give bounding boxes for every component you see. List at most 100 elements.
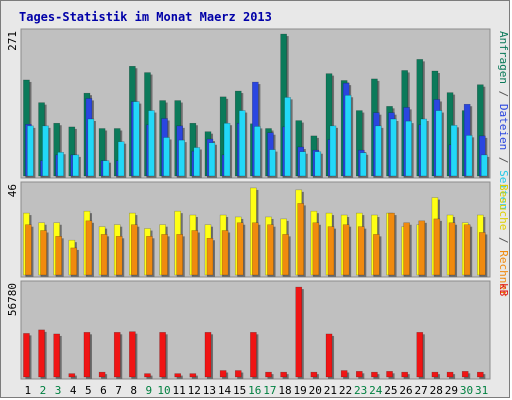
bar-top-seiten-day-25 bbox=[390, 118, 397, 177]
x-tick-label-day-13: 13 bbox=[203, 384, 216, 397]
bar-bottom-kb-day-3 bbox=[53, 333, 60, 378]
bar-bottom-kb-day-22 bbox=[340, 370, 348, 378]
x-tick-label-day-21: 21 bbox=[324, 384, 337, 397]
bar-bottom-kb-day-29 bbox=[446, 371, 454, 378]
x-tick-label-day-2: 2 bbox=[40, 384, 47, 397]
bar-bottom-kb-day-17 bbox=[265, 371, 272, 378]
bar-top-seiten-day-30 bbox=[465, 135, 473, 177]
bar-top-seiten-day-29 bbox=[450, 125, 458, 177]
bar-top-seiten-day-26 bbox=[405, 120, 412, 177]
bar-middle-rechner-day-18 bbox=[282, 234, 289, 276]
x-tick-label-day-7: 7 bbox=[115, 384, 122, 397]
x-tick-label-day-3: 3 bbox=[55, 384, 62, 397]
bar-middle-rechner-day-27 bbox=[418, 220, 426, 276]
x-tick-label-day-24: 24 bbox=[369, 384, 383, 397]
bar-top-seiten-day-12 bbox=[193, 147, 201, 177]
bar-top-seiten-day-16 bbox=[254, 126, 261, 177]
bar-bottom-kb-day-19 bbox=[295, 286, 303, 378]
x-tick-label-day-6: 6 bbox=[100, 384, 107, 397]
bar-bottom-kb-day-1 bbox=[23, 333, 30, 378]
bar-bottom-kb-day-27 bbox=[416, 332, 424, 378]
bar-middle-rechner-day-31 bbox=[479, 232, 486, 276]
bar-top-seiten-day-14 bbox=[223, 122, 231, 177]
bar-middle-rechner-day-9 bbox=[146, 236, 153, 276]
x-tick-label-day-9: 9 bbox=[146, 384, 153, 397]
bar-bottom-kb-day-23 bbox=[356, 371, 363, 378]
bar-top-seiten-day-2 bbox=[42, 125, 49, 177]
bar-top-seiten-day-23 bbox=[359, 152, 367, 177]
bar-bottom-kb-day-31 bbox=[477, 371, 484, 378]
x-tick-label-day-28: 28 bbox=[430, 384, 443, 397]
bar-top-seiten-day-15 bbox=[238, 110, 246, 177]
panel-top-legend: Anfragen / Dateien / Seiten bbox=[497, 31, 510, 210]
bar-middle-rechner-day-17 bbox=[267, 224, 274, 276]
bar-middle-rechner-day-25 bbox=[388, 212, 395, 276]
bar-top-seiten-day-27 bbox=[420, 118, 428, 177]
bar-shadow-bottom-kb-day-11 bbox=[176, 375, 183, 379]
legend-label-top-3: / bbox=[497, 150, 510, 170]
bar-middle-rechner-day-2 bbox=[40, 230, 47, 276]
x-tick-label-day-22: 22 bbox=[339, 384, 352, 397]
legend-label-middle-2: Rechner bbox=[497, 250, 510, 297]
bar-bottom-kb-day-30 bbox=[461, 371, 469, 378]
bar-middle-rechner-day-20 bbox=[312, 222, 320, 276]
bar-bottom-kb-day-8 bbox=[129, 331, 136, 378]
x-tick-label-day-25: 25 bbox=[384, 384, 397, 397]
bar-middle-rechner-day-28 bbox=[433, 218, 441, 276]
bar-bottom-kb-day-14 bbox=[219, 370, 227, 378]
x-tick-label-day-4: 4 bbox=[70, 384, 77, 397]
bar-bottom-kb-day-2 bbox=[38, 329, 45, 378]
bar-middle-rechner-day-7 bbox=[115, 236, 123, 276]
bar-middle-rechner-day-11 bbox=[176, 234, 183, 276]
panel-middle-legend: Besuche / Rechner bbox=[497, 184, 510, 297]
bar-bottom-kb-day-28 bbox=[431, 371, 439, 378]
legend-label-middle-0: Besuche bbox=[497, 184, 510, 230]
x-tick-label-day-20: 20 bbox=[309, 384, 322, 397]
bar-bottom-kb-day-15 bbox=[234, 370, 242, 378]
x-tick-label-day-15: 15 bbox=[233, 384, 246, 397]
bar-top-seiten-day-3 bbox=[57, 152, 64, 177]
x-tick-label-day-19: 19 bbox=[294, 384, 307, 397]
bar-middle-rechner-day-4 bbox=[70, 247, 78, 276]
bar-bottom-kb-day-24 bbox=[371, 371, 378, 378]
x-tick-label-day-14: 14 bbox=[218, 384, 232, 397]
bar-middle-rechner-day-14 bbox=[221, 230, 229, 276]
bar-top-seiten-day-28 bbox=[435, 110, 443, 177]
bar-bottom-kb-day-10 bbox=[159, 332, 166, 378]
bar-bottom-kb-day-21 bbox=[325, 333, 333, 378]
bar-bottom-kb-day-25 bbox=[386, 371, 393, 378]
bar-top-seiten-day-13 bbox=[208, 142, 216, 177]
bar-middle-rechner-day-19 bbox=[297, 203, 305, 276]
bar-middle-rechner-day-6 bbox=[100, 234, 108, 276]
bar-bottom-kb-day-11 bbox=[174, 373, 182, 378]
bar-middle-rechner-day-24 bbox=[373, 234, 380, 276]
bar-bottom-kb-day-16 bbox=[250, 332, 257, 378]
bar-top-seiten-day-7 bbox=[117, 141, 125, 177]
bar-top-seiten-day-22 bbox=[344, 95, 352, 177]
bar-top-seiten-day-9 bbox=[148, 110, 155, 177]
bar-bottom-kb-day-12 bbox=[189, 373, 197, 378]
bar-middle-rechner-day-5 bbox=[85, 220, 93, 276]
bar-bottom-kb-day-20 bbox=[310, 371, 318, 378]
chart-title: Tages-Statistik im Monat Maerz 2013 bbox=[19, 10, 272, 24]
legend-label-bottom-0: kB bbox=[497, 283, 510, 297]
bar-middle-rechner-day-13 bbox=[206, 237, 214, 276]
bar-top-seiten-day-21 bbox=[329, 125, 337, 177]
bar-bottom-kb-day-6 bbox=[98, 371, 106, 378]
bar-top-seiten-day-11 bbox=[178, 139, 185, 177]
panel-bottom-scale-label: 56780 bbox=[6, 283, 19, 316]
bar-shadow-bottom-kb-day-9 bbox=[146, 375, 153, 379]
bar-top-seiten-day-18 bbox=[284, 97, 291, 177]
x-tick-label-day-18: 18 bbox=[278, 384, 291, 397]
bar-top-seiten-day-17 bbox=[269, 149, 276, 177]
bar-middle-rechner-day-21 bbox=[327, 226, 335, 276]
bar-bottom-kb-day-5 bbox=[83, 332, 91, 378]
bar-middle-rechner-day-8 bbox=[131, 224, 138, 276]
x-tick-label-day-31: 31 bbox=[475, 384, 488, 397]
bar-middle-rechner-day-22 bbox=[342, 224, 350, 276]
x-tick-label-day-1: 1 bbox=[24, 384, 31, 397]
bar-top-seiten-day-6 bbox=[102, 160, 110, 177]
bar-bottom-kb-day-4 bbox=[68, 373, 76, 378]
